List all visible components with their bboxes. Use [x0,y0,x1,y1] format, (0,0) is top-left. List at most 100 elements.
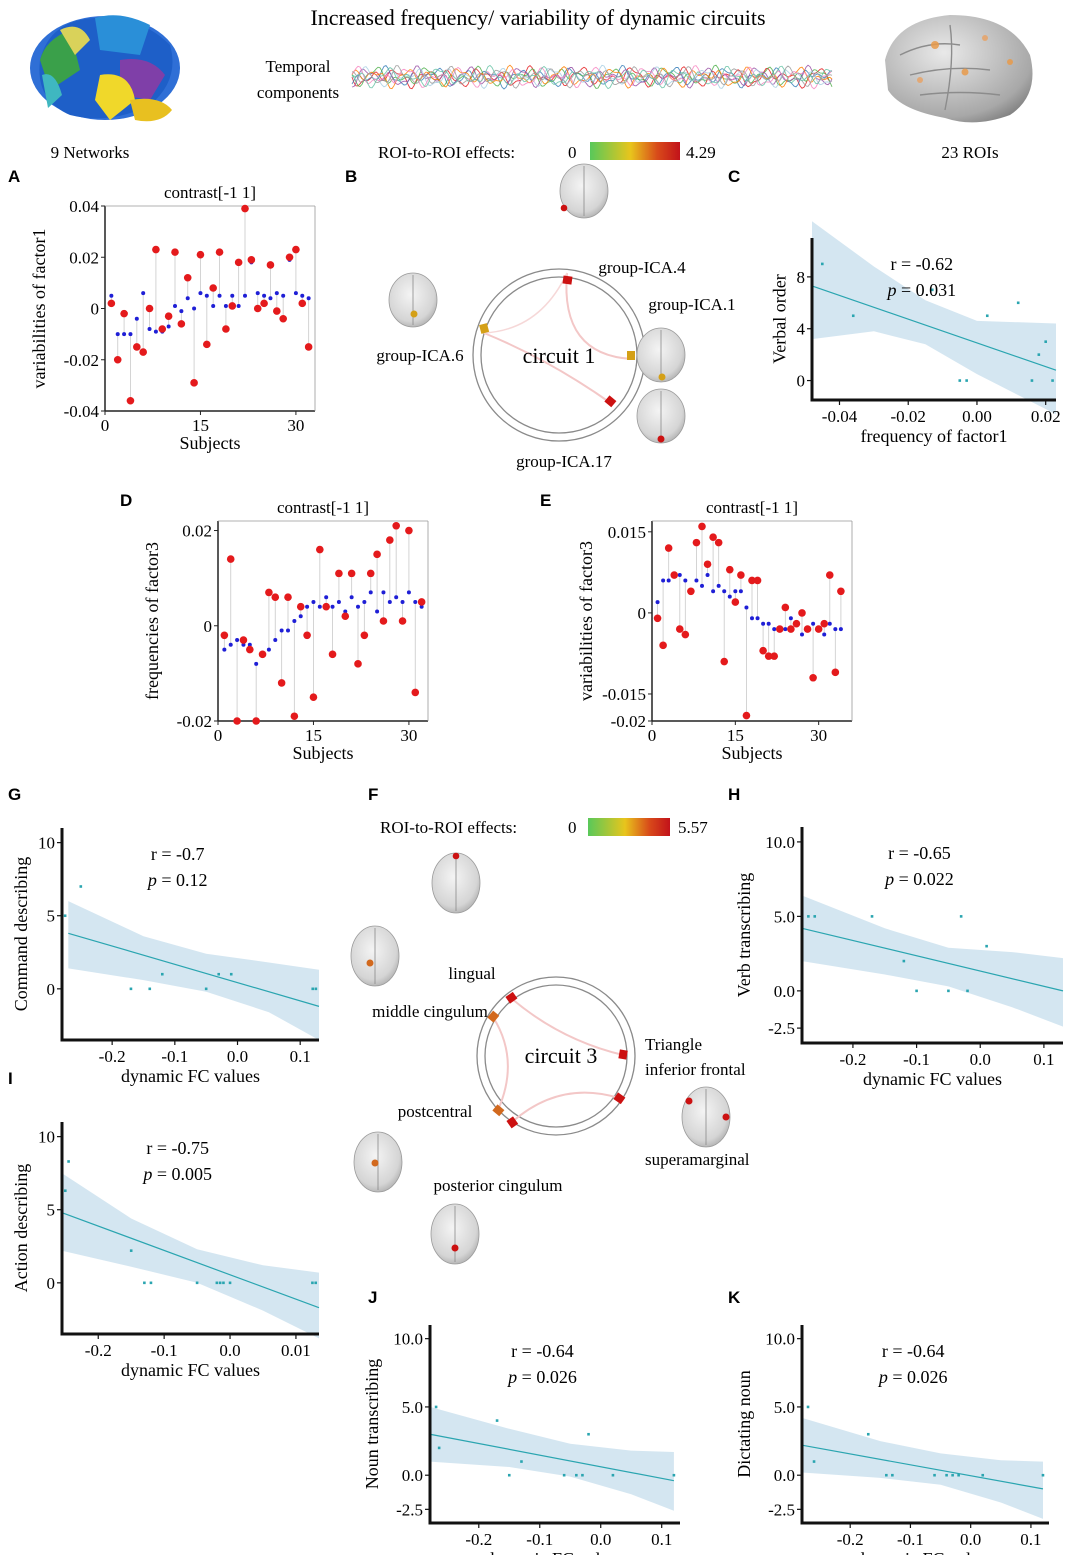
fitted-point [744,605,749,610]
observed-point [764,652,773,660]
x-tick-label: 0 [648,726,657,745]
chart-layer: contrast[-1 1]0 15 30-0.04-0.0200.020.04Su… [11,183,1064,1555]
fitted-point [406,590,411,595]
data-point [160,972,164,976]
fitted-point [700,583,704,588]
data-point [870,915,874,918]
fitted-point [661,578,666,583]
chart-H: -0.2 -0.1 0.0 0.1 -2.5 0.0 5.0 10.0 dynamic FC v… [734,827,1064,1089]
data-point [79,885,83,888]
y-tick-label: -0.02 [177,712,212,731]
annotation-p-value: = 0.031 [896,280,956,300]
fitted-point [833,627,838,632]
fitted-point [273,638,278,643]
observed-point [675,625,684,633]
fitted-point [394,595,399,600]
y-tick-label: 5.0 [774,907,795,926]
chart-I: -0.2 -0.1 0.0 0.01 0 5 10 dynamic FC values Acti… [11,1122,320,1380]
x-tick-label: 0.1 [290,1047,311,1066]
annotation-p-symbol: p [506,1367,517,1387]
fitted-point [733,589,738,594]
fitted-point [311,599,316,604]
y-tick-label: 0.04 [69,197,99,216]
data-point [806,1405,810,1409]
annotation-p-symbol: p [141,1164,152,1184]
annotation-p: p = 0.026 [506,1367,577,1387]
data-point [67,1160,70,1163]
fitted-point [255,291,260,296]
rois-label: 23 ROIs [941,143,998,162]
data-point [1037,353,1041,356]
observed-point [398,617,407,625]
annotation-p-value: = 0.005 [152,1164,212,1184]
data-point [311,987,315,991]
fitted-point [811,621,816,626]
observed-point [360,631,369,640]
fitted-point [413,599,418,604]
fitted-point [185,296,190,301]
fitted-point [343,609,348,614]
circuit-1-label-ica17: group-ICA.17 [516,452,612,471]
y-tick-label: 5 [47,1201,56,1220]
fitted-point [293,291,298,296]
fitted-point [300,293,305,298]
fitted-point [419,604,424,609]
fitted-point [254,661,259,666]
circuit-3-node-triangle-if [618,1049,628,1060]
observed-point [820,619,829,628]
data-point [228,1281,232,1285]
fitted-point [173,303,177,308]
x-tick-label: 0 [214,726,223,745]
fitted-point [727,594,732,599]
observed-point [296,602,305,611]
data-point [148,987,152,991]
annotation-p-symbol: p [883,869,894,889]
observed-point [285,253,294,262]
observed-point [152,245,160,254]
y-tick-label: -2.5 [768,1019,795,1038]
panel-letter-B: B [345,167,357,186]
observed-point [720,657,729,666]
annotation-p-symbol: p [877,1367,888,1387]
observed-point [258,650,267,659]
panel-letter-A: A [8,167,20,186]
observed-point [731,598,740,606]
observed-point [120,309,128,318]
data-point [222,1281,225,1285]
colorbar-F: ROI-to-ROI effects: 0 5.57 [380,818,708,837]
annotation-p-symbol: p [885,280,896,300]
data-point [1041,1473,1045,1477]
observed-point [725,565,734,574]
y-tick-label: 0 [638,604,647,623]
y-axis-label: frequencies of factor3 [142,542,162,700]
fitted-point [375,609,380,614]
panel-letter-I: I [8,1069,13,1088]
observed-point [266,261,275,269]
observed-point [284,593,292,601]
annotation-r: r = -0.7 [151,844,205,864]
x-tick-label: 30 [287,416,304,435]
circuit-1-label-ica1: group-ICA.1 [648,295,735,314]
data-point [812,1460,816,1463]
chart-E: contrast[-1 1] 0 15 30 -0.02 -0.015 0 0.015 Subj… [576,498,853,763]
panel-letter-J: J [368,1288,377,1307]
fitted-point [666,578,671,583]
data-point [945,1473,948,1477]
data-point [813,915,817,918]
y-tick-label: 5.0 [402,1398,423,1417]
fitted-point [141,291,146,296]
chart-title: contrast[-1 1] [706,498,798,517]
observed-point [787,625,795,633]
panel-letter-F: F [368,785,378,804]
data-point [958,379,962,382]
data-point [520,1460,523,1463]
observed-point [241,204,249,213]
fitted-point [286,628,290,633]
data-point [217,972,221,976]
data-point [821,262,824,266]
fitted-point [788,616,793,621]
colorbar-F-gradient [588,818,670,836]
data-point [562,1473,566,1477]
data-point [311,1281,314,1285]
x-tick-label: 0.1 [1020,1530,1041,1549]
